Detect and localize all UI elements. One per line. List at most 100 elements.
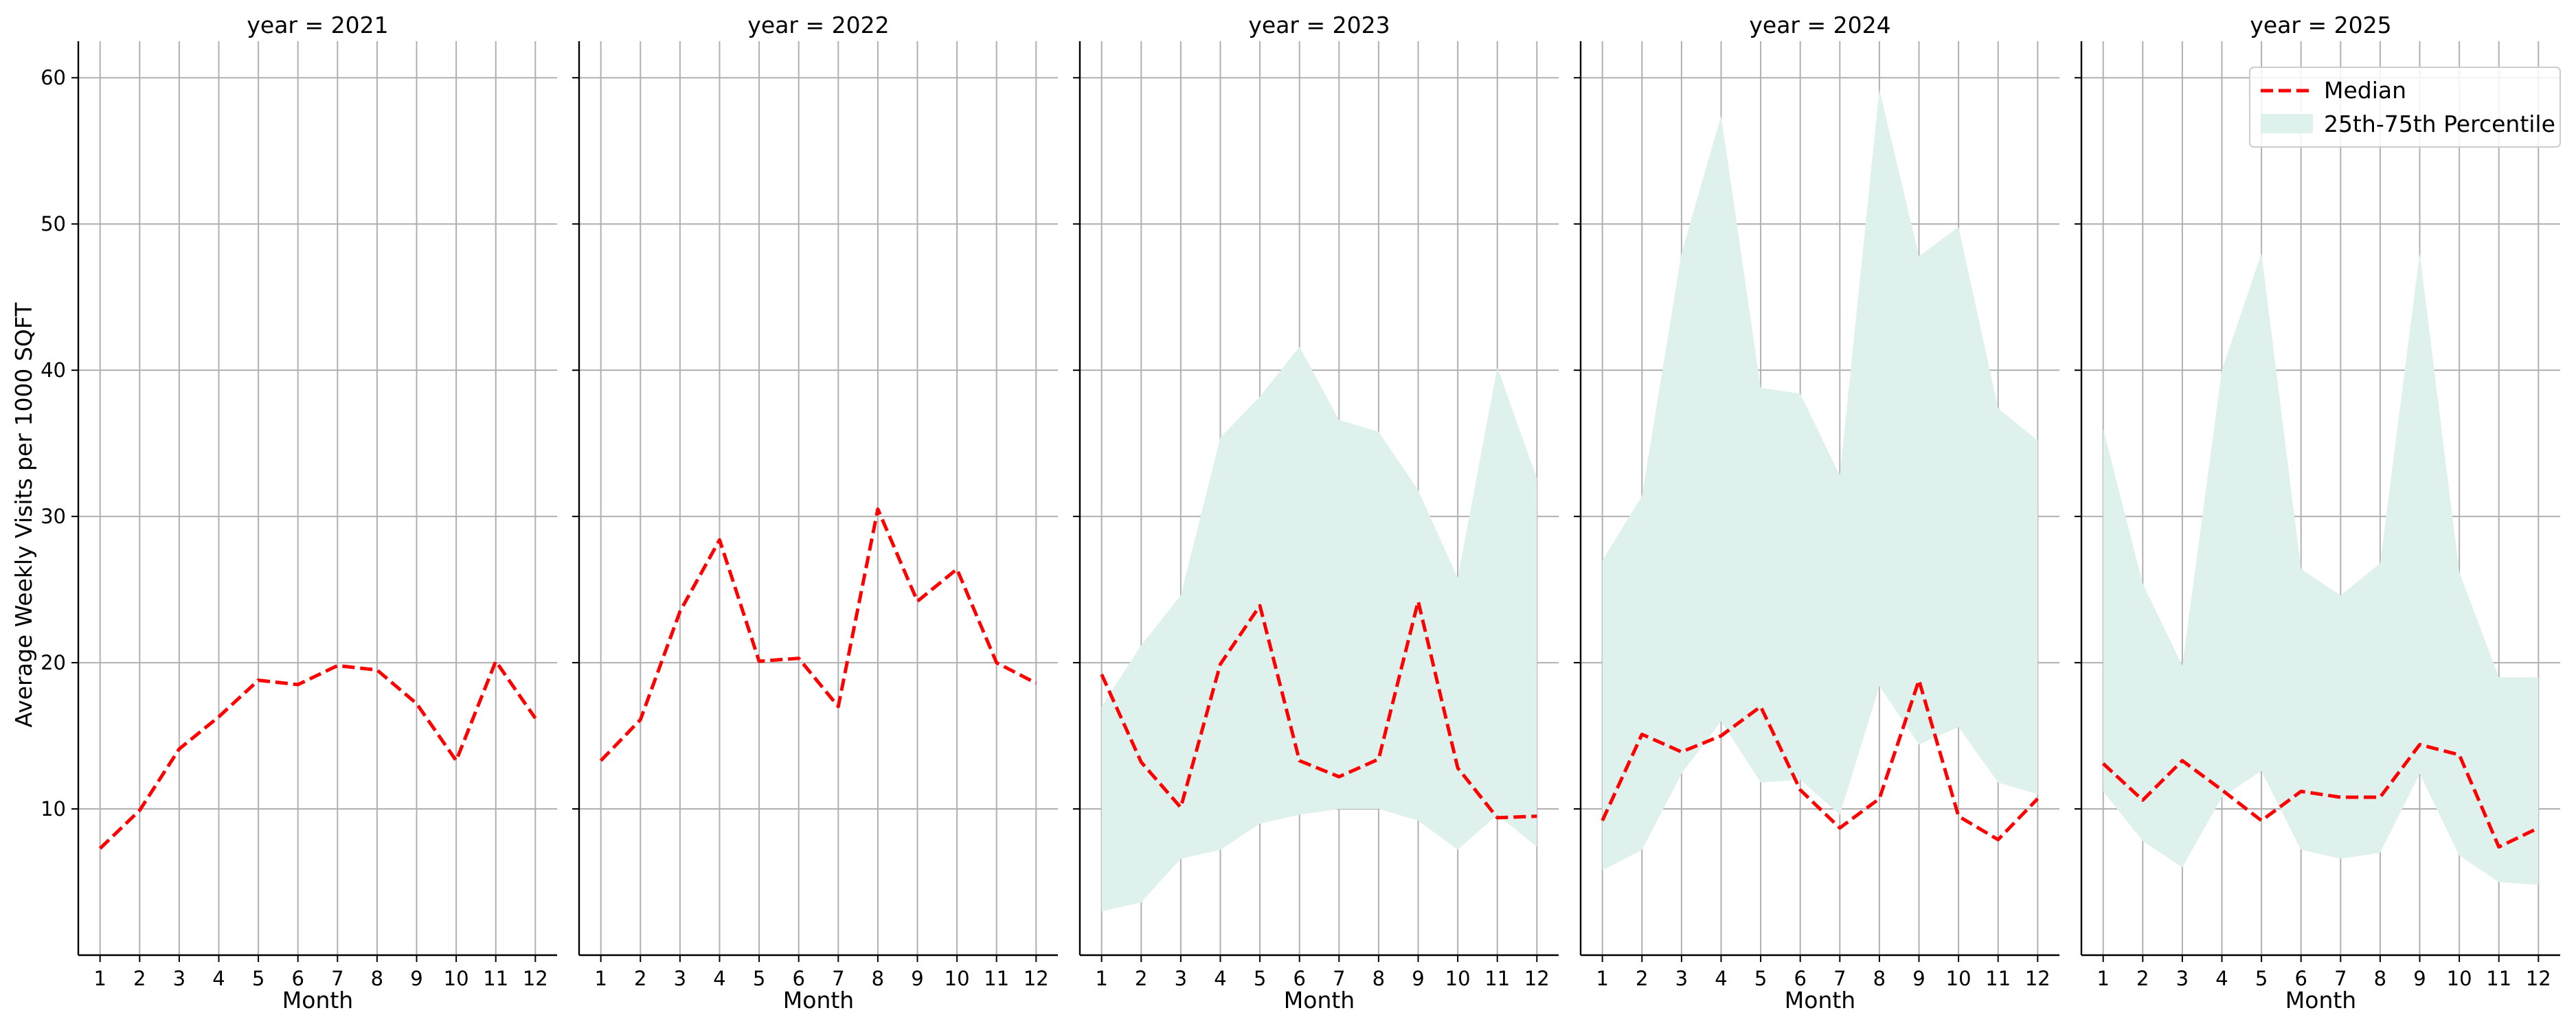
x-tick-label: 5 — [252, 967, 264, 990]
median-point — [2418, 742, 2422, 746]
y-axis-label: Average Weekly Visits per 1000 SQFT — [10, 302, 37, 728]
median-point — [916, 599, 920, 604]
legend-band-label: 25th-75th Percentile — [2324, 111, 2555, 137]
median-point — [2536, 826, 2540, 830]
median-point — [296, 683, 300, 687]
median-point — [955, 567, 959, 571]
median-point — [2259, 819, 2263, 823]
median-point — [494, 659, 498, 663]
median-point — [1535, 814, 1539, 819]
median-line — [599, 507, 1037, 762]
median-point — [1838, 826, 1842, 830]
median-point — [1640, 732, 1644, 736]
median-point — [2180, 759, 2184, 763]
x-tick-label: 11 — [483, 967, 508, 990]
legend-band-swatch — [2261, 114, 2313, 133]
x-tick-label: 10 — [2447, 967, 2472, 990]
median-point — [2457, 753, 2461, 757]
median-line — [2101, 742, 2540, 849]
y-tick-label: 20 — [41, 651, 66, 674]
median-point — [995, 661, 999, 665]
median-point — [177, 747, 181, 751]
x-axis-label: Month — [282, 987, 353, 1014]
y-tick-label: 50 — [41, 212, 66, 236]
x-tick-label: 9 — [911, 967, 923, 990]
median-point — [1179, 805, 1183, 810]
panel-title: year = 2025 — [2250, 12, 2391, 38]
x-tick-label: 3 — [1175, 967, 1187, 990]
x-tick-label: 1 — [1596, 967, 1608, 990]
median-point — [638, 718, 642, 722]
x-tick-label: 10 — [1445, 967, 1471, 990]
median-point — [1416, 599, 1421, 604]
median-point — [599, 759, 603, 763]
x-tick-label: 2 — [1636, 967, 1648, 990]
median-point — [2140, 798, 2145, 802]
x-tick-label: 6 — [1794, 967, 1806, 990]
median-point — [1034, 681, 1038, 685]
legend-median-label: Median — [2324, 77, 2406, 104]
median-point — [1996, 838, 2000, 842]
x-tick-label: 12 — [2025, 967, 2050, 990]
x-tick-label: 7 — [1333, 967, 1345, 990]
median-point — [2035, 797, 2040, 801]
x-tick-label: 8 — [872, 967, 884, 990]
median-point — [98, 847, 102, 851]
x-tick-label: 4 — [2215, 967, 2228, 990]
median-point — [1680, 750, 1684, 754]
median-point — [1956, 814, 1961, 819]
median-point — [2378, 795, 2382, 799]
percentile-band — [1602, 89, 2038, 871]
x-tick-label: 12 — [1024, 967, 1049, 990]
median-line — [98, 659, 537, 850]
y-tick-label: 10 — [41, 797, 66, 821]
x-tick-label: 3 — [674, 967, 686, 990]
median-point — [1377, 757, 1381, 762]
median-point — [335, 663, 339, 667]
x-tick-label: 9 — [1412, 967, 1424, 990]
x-tick-label: 2 — [1135, 967, 1147, 990]
percentile-band — [2103, 253, 2539, 885]
x-tick-label: 3 — [1675, 967, 1688, 990]
percentile-band — [1101, 347, 1537, 912]
x-tick-label: 5 — [753, 967, 765, 990]
median-point — [1298, 759, 1302, 763]
x-axis-label: Month — [1785, 987, 1855, 1014]
x-tick-label: 4 — [212, 967, 225, 990]
median-point — [1798, 788, 1803, 792]
panel-title: year = 2023 — [1248, 12, 1390, 38]
x-tick-label: 9 — [1912, 967, 1925, 990]
x-tick-label: 1 — [1095, 967, 1107, 990]
median-point — [717, 538, 721, 542]
median-point — [2497, 845, 2501, 849]
x-tick-label: 7 — [832, 967, 844, 990]
x-tick-label: 7 — [331, 967, 343, 990]
median-point — [1100, 672, 1104, 676]
median-point — [2299, 789, 2303, 793]
x-tick-label: 8 — [2374, 967, 2386, 990]
x-tick-label: 11 — [1985, 967, 2011, 990]
x-axis-label: Month — [2285, 987, 2356, 1014]
median-line — [1100, 599, 1537, 820]
x-tick-label: 6 — [792, 967, 804, 990]
x-tick-label: 8 — [1873, 967, 1886, 990]
median-point — [1495, 816, 1500, 820]
median-point — [1456, 766, 1460, 770]
x-tick-label: 12 — [1524, 967, 1550, 990]
x-tick-label: 6 — [2294, 967, 2307, 990]
median-point — [1877, 797, 1882, 801]
x-tick-label: 1 — [2097, 967, 2109, 990]
median-point — [454, 759, 458, 763]
median-point — [1139, 760, 1143, 764]
x-tick-label: 1 — [594, 967, 607, 990]
median-point — [678, 610, 682, 614]
median-point — [137, 808, 142, 812]
x-tick-label: 2 — [133, 967, 146, 990]
x-tick-label: 5 — [2255, 967, 2268, 990]
median-point — [2219, 788, 2224, 792]
